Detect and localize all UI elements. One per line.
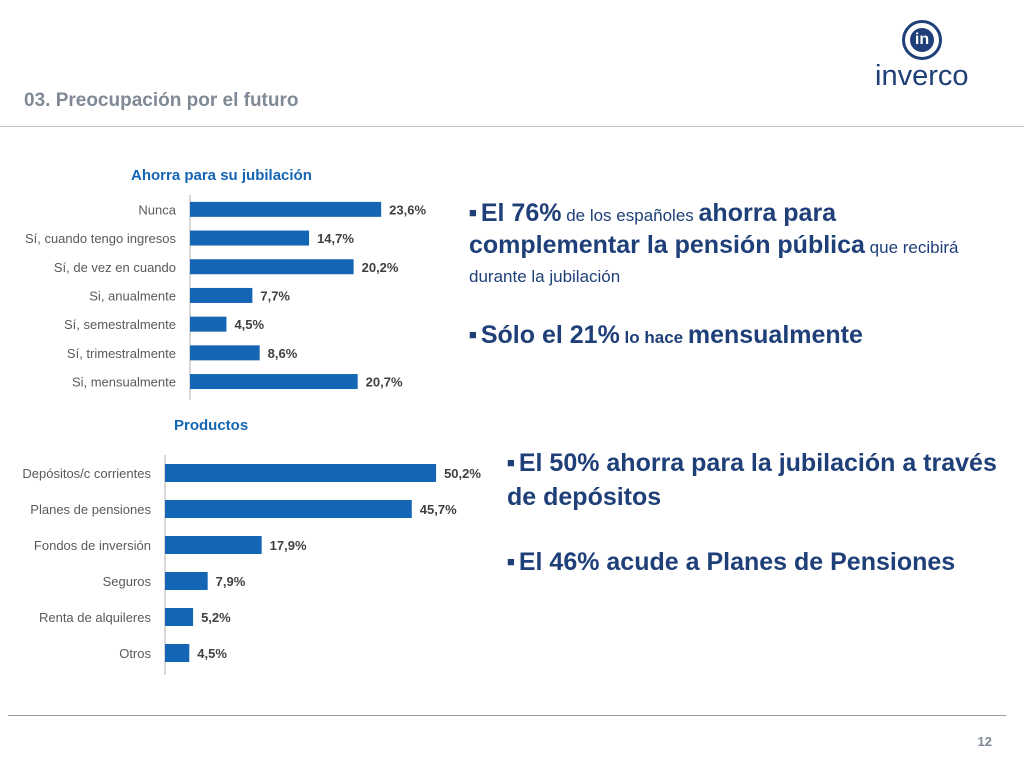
- bullet-50: ■ El 50% ahorra para la jubilación a trav…: [507, 447, 1007, 516]
- logo-glyph: in: [910, 28, 934, 52]
- square-bullet-icon: ■: [507, 554, 515, 569]
- square-bullet-icon: ■: [507, 455, 515, 470]
- bullet-76-tail: que recibirá durante la jubilación: [469, 238, 959, 286]
- bullets-top: ■ El 76% de los españoles ahorra para com…: [469, 198, 1009, 354]
- bar: [190, 287, 253, 303]
- category-label: Nunca: [138, 202, 176, 217]
- value-label: 14,7%: [317, 231, 354, 246]
- category-label: Otros: [119, 646, 151, 661]
- bullet-21-text: lo hace: [619, 328, 688, 347]
- value-label: 17,9%: [270, 538, 307, 553]
- value-label: 4,5%: [234, 317, 264, 332]
- value-label: 20,2%: [362, 260, 399, 275]
- bullet-46: ■ El 46% acude a Planes de Pensiones: [507, 546, 1007, 581]
- category-label: Sí, de vez en cuando: [54, 260, 176, 275]
- value-label: 20,7%: [366, 375, 403, 390]
- category-label: Si, mensualmente: [72, 375, 176, 390]
- value-label: 50,2%: [444, 466, 481, 481]
- bullet-50-text: El 50% ahorra para la jubilación a travé…: [507, 449, 997, 511]
- bar: [165, 536, 262, 554]
- inverco-logo: in inverco: [870, 18, 980, 92]
- value-label: 4,5%: [197, 646, 227, 661]
- bar: [190, 345, 260, 361]
- chart-savings-for-retirement: Nunca 23,6% Sí, cuando tengo ingresos 14,7%…: [25, 195, 426, 400]
- square-bullet-icon: ■: [469, 205, 477, 220]
- logo-wordmark: inverco: [875, 60, 969, 92]
- bullets-bottom: ■ El 50% ahorra para la jubilación a trav…: [507, 447, 1007, 581]
- bullet-21-emphasis: mensualmente: [687, 321, 863, 349]
- category-label: Sí, trimestralmente: [67, 346, 176, 361]
- bar: [165, 500, 412, 518]
- category-label: Seguros: [103, 574, 152, 589]
- bar: [165, 572, 208, 590]
- category-label: Planes de pensiones: [30, 502, 151, 517]
- square-bullet-icon: ■: [469, 327, 477, 342]
- bullet-76-highlight: El 76%: [480, 199, 562, 227]
- chart2-title: Productos: [174, 417, 249, 434]
- bar: [190, 201, 382, 217]
- bar: [165, 464, 437, 482]
- bullet-76-emphasis: ahorra para complementar la pensión públ…: [469, 199, 865, 259]
- bar: [165, 644, 190, 662]
- bar: [190, 316, 227, 332]
- bar: [190, 374, 358, 390]
- value-label: 5,2%: [201, 610, 231, 625]
- bullet-76: ■ El 76% de los españoles ahorra para com…: [469, 198, 1009, 292]
- page-number: 12: [977, 734, 992, 749]
- value-label: 7,7%: [260, 288, 290, 303]
- category-label: Renta de alquileres: [39, 610, 152, 625]
- page-title: 03. Preocupación por el futuro: [24, 90, 299, 111]
- category-label: Sí, cuando tengo ingresos: [25, 231, 177, 246]
- logo-circle-icon: in: [902, 20, 942, 60]
- category-label: Fondos de inversión: [34, 538, 151, 553]
- chart1-title: Ahorra para su jubilación: [131, 167, 312, 184]
- category-label: Si, anualmente: [89, 288, 176, 303]
- value-label: 23,6%: [389, 202, 426, 217]
- value-label: 45,7%: [420, 502, 457, 517]
- category-label: Sí, semestralmente: [64, 317, 176, 332]
- bar: [165, 608, 194, 626]
- value-label: 8,6%: [268, 346, 298, 361]
- bar: [190, 230, 310, 246]
- value-label: 7,9%: [216, 574, 246, 589]
- chart-products: Depósitos/c corrientes 50,2% Planes de pen…: [22, 455, 481, 675]
- footer-divider: [8, 715, 1006, 716]
- bullet-21: ■ Sólo el 21% lo hace mensualmente: [469, 320, 1009, 354]
- bar: [190, 259, 354, 275]
- bullet-76-text: de los españoles: [561, 206, 699, 225]
- category-label: Depósitos/c corrientes: [22, 466, 151, 481]
- bullet-46-text: El 46% acude a Planes de Pensiones: [518, 548, 956, 576]
- header-divider: [0, 126, 1024, 127]
- bullet-21-highlight: Sólo el 21%: [480, 321, 620, 349]
